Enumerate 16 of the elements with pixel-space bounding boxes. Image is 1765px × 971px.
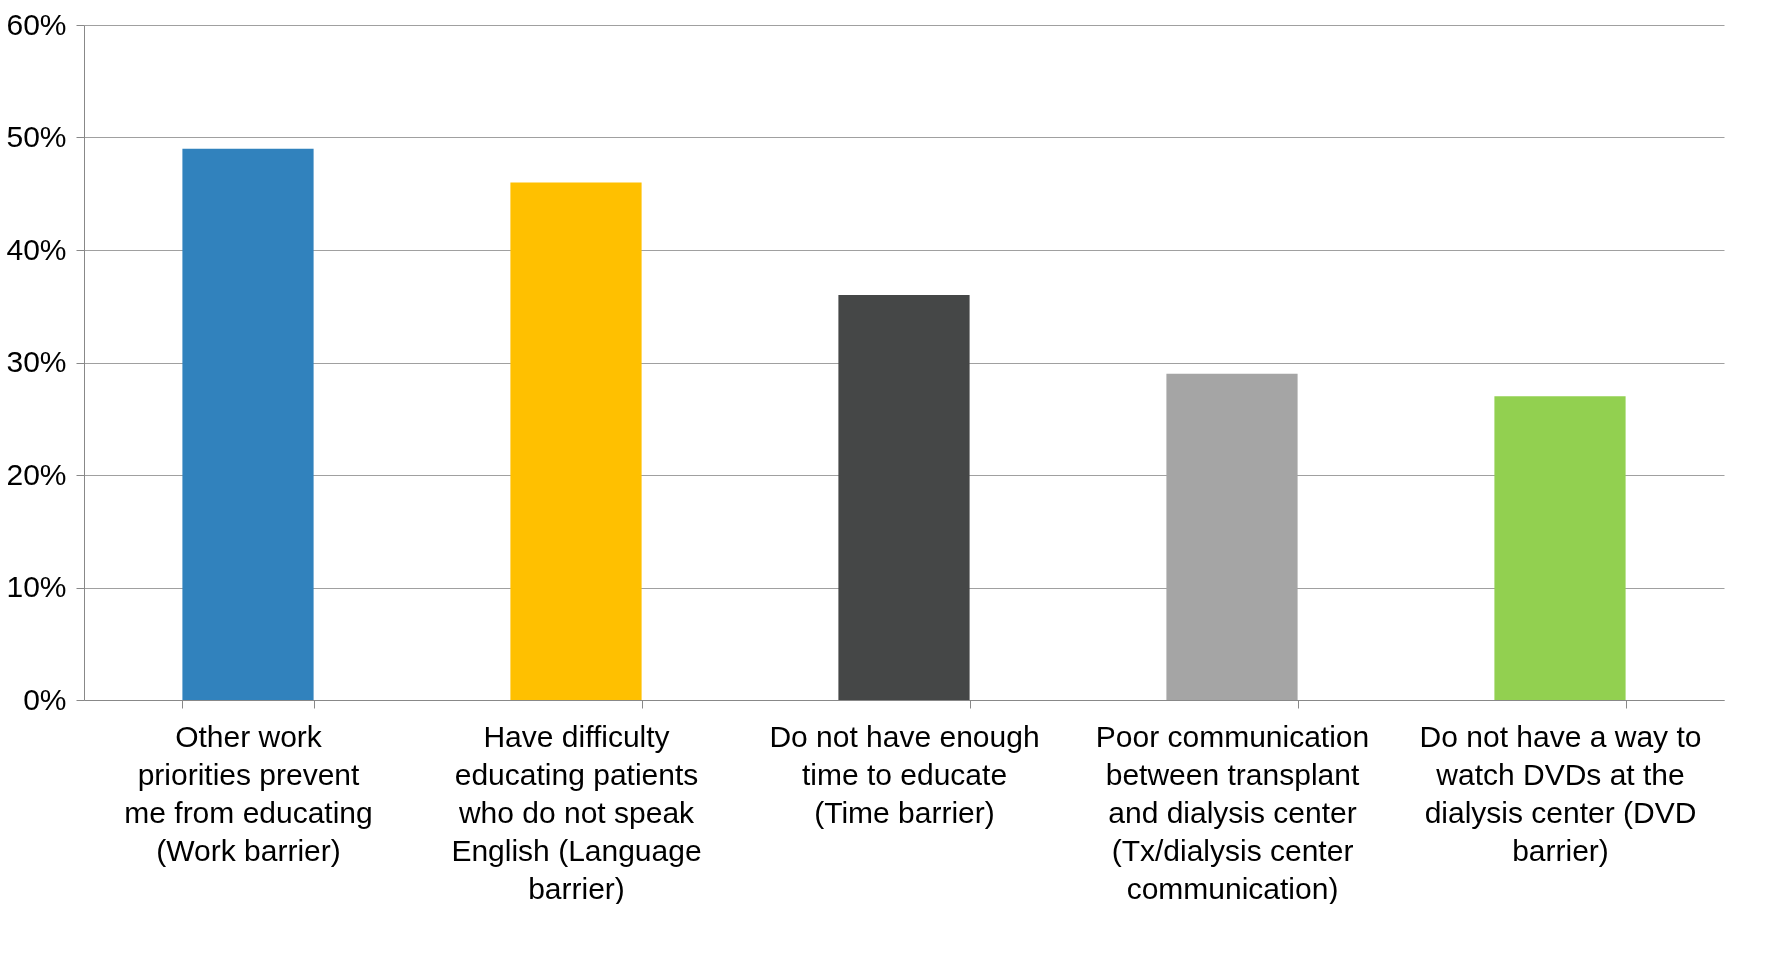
y-tick-label: 10%: [6, 570, 67, 603]
bar: [510, 182, 642, 700]
bar: [1494, 396, 1626, 700]
y-tick-label: 0%: [23, 682, 67, 716]
x-tick-label: Do not have enough time to educate (Time barrier): [769, 719, 1040, 829]
y-tick-label: 50%: [6, 120, 67, 153]
bar: [182, 148, 314, 700]
bar: [838, 295, 970, 700]
y-tick-label: 30%: [6, 345, 67, 378]
x-tick-label: Do not have a way to watch DVDs at the dialysis center (DVD barrier): [1419, 719, 1702, 867]
x-tick-label: Other work priorities prevent me from educating (Work barrier): [124, 719, 373, 867]
x-tick-label: Have difficulty educating patients who do not speak English (Language barrier): [451, 719, 702, 905]
y-tick-label: 60%: [6, 7, 67, 41]
x-tick-label: Poor communication between transplant and dialysis center (Tx/dialysis center communication): [1095, 719, 1370, 905]
y-tick-label: 40%: [6, 232, 67, 266]
y-tick-label: 20%: [6, 457, 67, 491]
